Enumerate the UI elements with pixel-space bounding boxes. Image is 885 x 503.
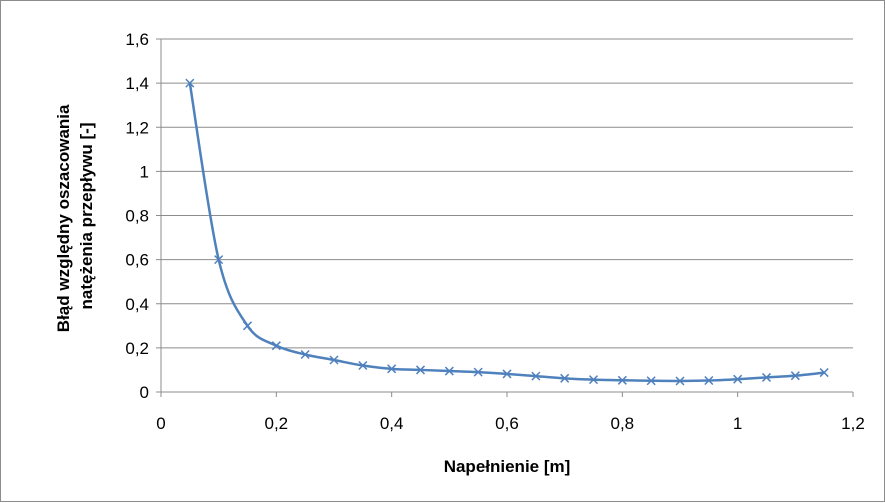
x-tick-label: 0,2 bbox=[265, 414, 289, 433]
data-point bbox=[300, 349, 310, 360]
data-point bbox=[617, 375, 627, 385]
data-point bbox=[271, 341, 281, 351]
data-point bbox=[819, 368, 829, 378]
y-axis-title: Błąd względny oszacowania natężenia prze… bbox=[54, 100, 96, 332]
y-tick-labels: 0 0,2 0,4 0,6 0,8 1 1,2 1,4 1,6 bbox=[125, 30, 149, 402]
series bbox=[185, 78, 829, 386]
data-point bbox=[704, 375, 714, 386]
y-tick-label: 0 bbox=[140, 383, 149, 402]
data-point bbox=[444, 366, 454, 376]
x-tick-label: 0,4 bbox=[380, 414, 404, 433]
x-tick-label: 0,6 bbox=[495, 414, 519, 433]
data-point bbox=[733, 374, 743, 384]
x-tick-label: 1,2 bbox=[841, 414, 865, 433]
y-tick-label: 0,6 bbox=[125, 251, 149, 270]
y-axis-title-line-2: natężenia przepływu [-] bbox=[77, 122, 96, 309]
data-point bbox=[646, 376, 656, 386]
data-point bbox=[473, 367, 483, 377]
data-point bbox=[329, 355, 339, 365]
data-point bbox=[588, 375, 599, 385]
y-axis-title-line-1: Błąd względny oszacowania bbox=[54, 104, 73, 332]
data-point bbox=[214, 255, 224, 265]
data-point bbox=[790, 371, 800, 381]
data-point bbox=[761, 372, 772, 382]
x-axis-title: Napełnienie [m] bbox=[444, 457, 571, 476]
data-point bbox=[675, 376, 685, 386]
y-tick-label: 1,4 bbox=[125, 74, 149, 93]
y-tick-label: 0,8 bbox=[125, 207, 149, 226]
data-point bbox=[560, 373, 570, 383]
data-point bbox=[531, 371, 541, 381]
y-tick-label: 0,4 bbox=[125, 295, 149, 314]
x-tick-labels: 0 0,2 0,4 0,6 0,8 1 1,2 bbox=[156, 414, 865, 433]
y-tick-label: 1,6 bbox=[125, 30, 149, 49]
gridlines bbox=[161, 38, 853, 349]
y-tick-label: 1,2 bbox=[125, 118, 149, 137]
data-point bbox=[185, 78, 195, 88]
data-point bbox=[387, 364, 397, 374]
data-point bbox=[502, 369, 512, 379]
y-tick-label: 1 bbox=[140, 162, 149, 181]
y-tick-label: 0,2 bbox=[125, 339, 149, 358]
axes bbox=[156, 38, 854, 397]
series-line bbox=[188, 82, 825, 383]
x-tick-label: 1 bbox=[733, 414, 742, 433]
x-tick-label: 0 bbox=[156, 414, 165, 433]
x-tick-label: 0,8 bbox=[611, 414, 635, 433]
data-point bbox=[242, 321, 253, 331]
data-point bbox=[415, 365, 426, 375]
data-point bbox=[358, 360, 368, 371]
